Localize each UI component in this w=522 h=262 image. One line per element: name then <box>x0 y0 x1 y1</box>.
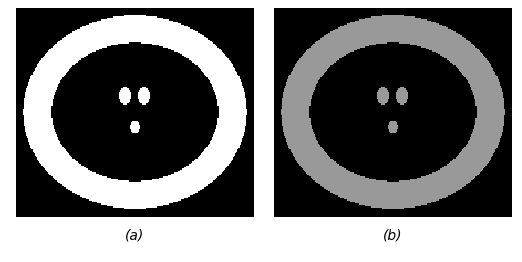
Text: (b): (b) <box>383 229 402 243</box>
Text: (a): (a) <box>125 229 144 243</box>
